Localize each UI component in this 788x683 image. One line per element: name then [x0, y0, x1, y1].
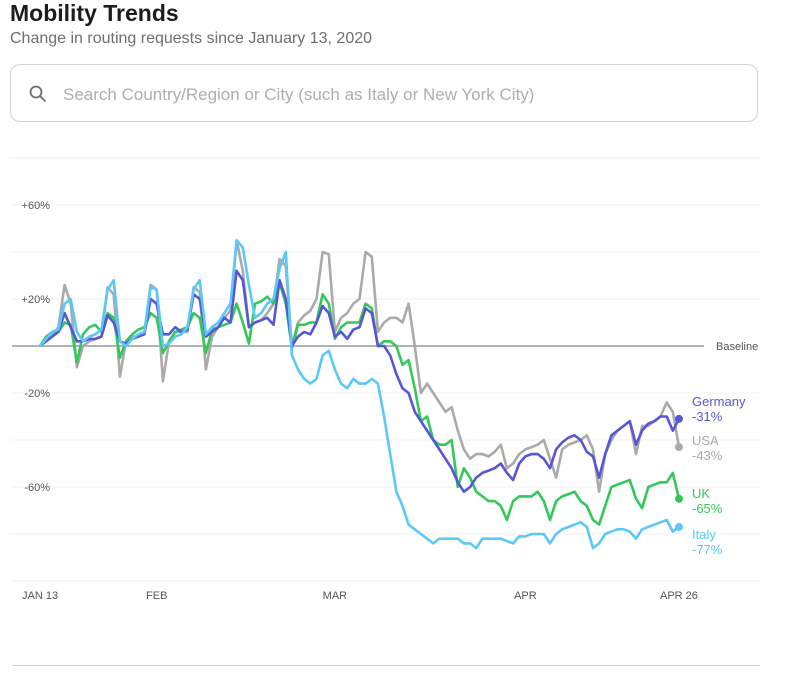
legend-value-uk: -65% [692, 501, 723, 516]
series-end-dot-germany [674, 414, 683, 423]
legend-value-germany: -31% [692, 409, 723, 424]
legend-name-germany: Germany [692, 394, 746, 409]
series-line-uk [38, 281, 681, 526]
page-title: Mobility Trends [10, 0, 179, 26]
x-tick-label: MAR [323, 590, 348, 602]
series-end-dot-usa [674, 443, 683, 452]
x-tick-label: JAN 13 [22, 590, 58, 602]
x-tick-label: FEB [146, 590, 167, 602]
mobility-chart: Baseline +60% +20% -20% -60% JAN 13 FEB MAR APR A… [12, 157, 760, 602]
y-tick-label: +20% [22, 294, 51, 306]
baseline-label: Baseline [716, 341, 758, 353]
legend-value-usa: -43% [692, 448, 723, 463]
y-tick-label: -60% [24, 482, 50, 494]
search-icon [29, 85, 46, 102]
legend-name-uk: UK [692, 486, 710, 501]
series-end-dot-uk [674, 494, 683, 503]
x-tick-label: APR 26 [660, 590, 698, 602]
legend-value-italy: -77% [692, 542, 723, 557]
series-end-dot-italy [674, 522, 683, 531]
divider [12, 665, 760, 666]
page-subtitle: Change in routing requests since January… [10, 30, 373, 47]
legend-name-usa: USA [692, 433, 719, 448]
y-tick-label: -20% [24, 388, 50, 400]
search-input[interactable] [61, 77, 745, 113]
series-line-germany [39, 269, 681, 494]
series-line-italy [39, 239, 680, 550]
search-box[interactable] [10, 64, 758, 122]
y-tick-label: +60% [22, 200, 51, 212]
x-tick-label: APR [514, 590, 537, 602]
series-line-usa [39, 239, 681, 494]
legend-name-italy: Italy [692, 527, 716, 542]
